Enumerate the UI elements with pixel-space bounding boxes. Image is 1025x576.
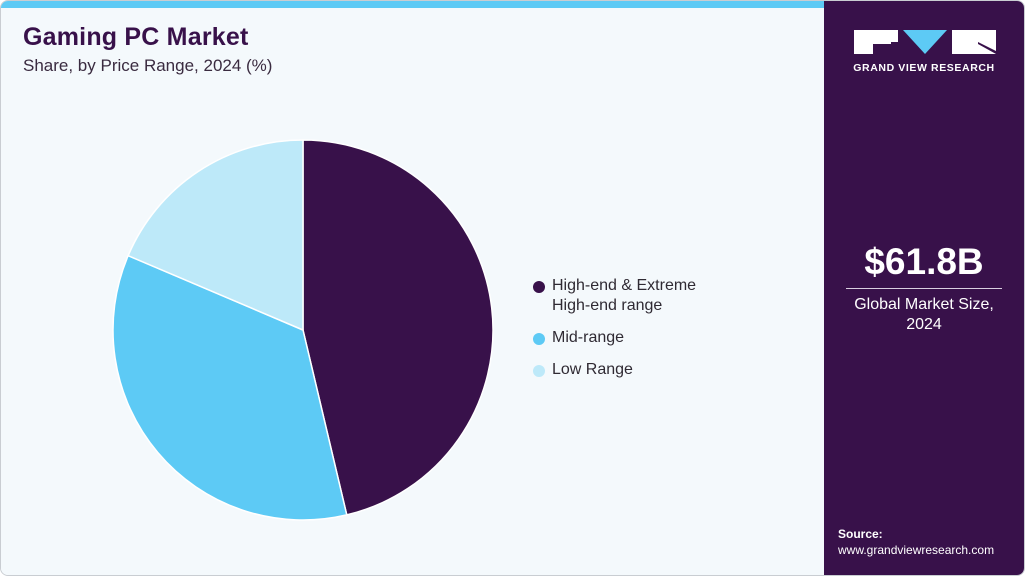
legend-label: High-end & Extreme High-end range [552, 277, 697, 314]
market-size-value: $61.8B [864, 241, 984, 282]
legend-item-mid-range: Mid-range [533, 328, 727, 348]
chart-subtitle: Share, by Price Range, 2024 (%) [23, 56, 273, 75]
chart-legend: High-end & Extreme High-end range Mid-ran… [533, 276, 727, 392]
legend-item-low-range: Low Range [533, 360, 727, 380]
legend-dot-icon [533, 333, 545, 345]
divider [846, 288, 1002, 289]
accent-bar [1, 1, 824, 8]
chart-title: Gaming PC Market [23, 23, 249, 51]
gvr-logo-icon [854, 30, 996, 54]
pie-slice [302, 139, 494, 516]
legend-dot-icon [533, 365, 545, 377]
pie-slice [127, 139, 304, 332]
legend-item-high-end: High-end & Extreme High-end range [533, 276, 727, 316]
source-link[interactable]: www.grandviewresearch.com [838, 543, 995, 557]
market-size-label: Global Market Size, 2024 [854, 296, 994, 333]
sidebar-panel: GRAND VIEW RESEARCH $61.8B Global Market… [824, 1, 1024, 575]
pie-chart [112, 139, 494, 521]
pie-slice [112, 254, 348, 521]
source-label: Source: [838, 527, 883, 541]
legend-label: Mid-range [552, 329, 625, 346]
brand-name: GRAND VIEW RESEARCH [853, 62, 995, 74]
legend-dot-icon [533, 281, 545, 293]
legend-label: Low Range [552, 361, 633, 378]
